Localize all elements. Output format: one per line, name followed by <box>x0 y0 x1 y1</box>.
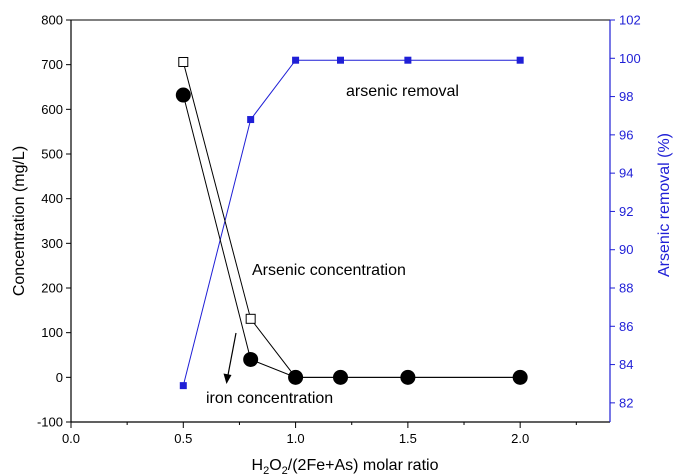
series-0-point <box>404 56 412 64</box>
plot-frame <box>70 19 611 423</box>
left-tick-label: -100 <box>37 415 63 430</box>
x-tick-label: 0.0 <box>62 431 80 446</box>
series-0-point <box>292 56 300 64</box>
left-axis: -100 0 100 200 300 400 500 600 700 800 <box>37 13 71 430</box>
x-tick-label: 2.0 <box>511 431 529 446</box>
series-1-line <box>182 61 521 378</box>
series-2-point <box>243 351 259 367</box>
right-tick-label: 82 <box>619 395 633 410</box>
series-2-point <box>512 369 528 385</box>
right-tick-label: 88 <box>619 281 633 296</box>
left-tick-label: 100 <box>41 325 63 340</box>
left-tick-label: 700 <box>41 57 63 72</box>
series-0-point <box>247 116 255 124</box>
left-tick-label: 300 <box>41 236 63 251</box>
right-tick-label: 92 <box>619 204 633 219</box>
series-1-point <box>178 56 189 67</box>
series-2-point <box>175 87 191 103</box>
right-axis: 82 84 86 88 90 92 94 96 98 100 102 <box>610 13 641 410</box>
annotation-iron-concentration: iron concentration <box>206 390 333 407</box>
series-2-point <box>288 369 304 385</box>
arrow-head <box>223 373 232 384</box>
left-axis-title: Concentration (mg/L) <box>11 146 28 296</box>
right-tick-label: 94 <box>619 166 633 181</box>
right-tick-label: 98 <box>619 89 633 104</box>
annotation-arsenic-concentration: Arsenic concentration <box>252 262 406 279</box>
series-layer <box>175 56 528 390</box>
x-axis-title: H2O2/(2Fe+As) molar ratio <box>252 457 439 475</box>
left-tick-label: 500 <box>41 147 63 162</box>
right-tick-label: 102 <box>619 13 641 28</box>
series-0-line <box>182 59 521 386</box>
series-0-point <box>337 56 344 64</box>
right-axis-title: Arsenic removal (%) <box>656 133 673 277</box>
series-1-point <box>245 313 256 324</box>
series-2-line <box>182 94 521 378</box>
series-2-point <box>400 369 416 385</box>
right-tick-label: 96 <box>619 127 633 142</box>
right-tick-label: 84 <box>619 357 633 372</box>
series-0-point <box>516 56 524 64</box>
annotation-layer: arsenic removal Arsenic concentration ir… <box>206 83 459 407</box>
x-tick-label: 1.5 <box>399 431 417 446</box>
annotation-arsenic-removal: arsenic removal <box>346 83 459 100</box>
series-0-point <box>179 382 187 390</box>
x-axis: 0.0 0.5 1.0 1.5 2.0 <box>62 422 577 446</box>
left-tick-label: 400 <box>41 191 63 206</box>
left-tick-label: 0 <box>56 370 63 385</box>
series-2-point <box>333 369 348 385</box>
arrow-shaft <box>227 332 237 376</box>
left-tick-label: 800 <box>41 13 63 28</box>
right-tick-label: 90 <box>619 242 633 257</box>
left-tick-label: 600 <box>41 102 63 117</box>
right-tick-label: 100 <box>619 51 641 66</box>
left-tick-label: 200 <box>41 281 63 296</box>
right-tick-label: 86 <box>619 319 633 334</box>
x-tick-label: 1.0 <box>287 431 305 446</box>
x-tick-label: 0.5 <box>174 431 192 446</box>
